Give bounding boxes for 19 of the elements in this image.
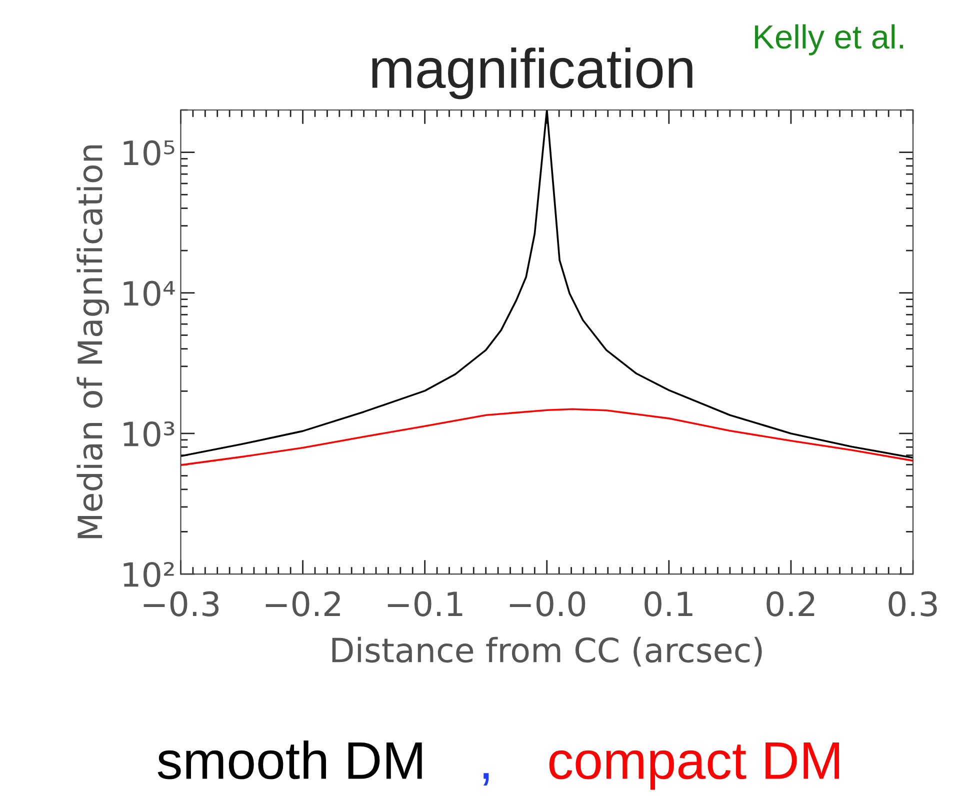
y-tick-label: 10² — [124, 562, 174, 588]
y-tick-label: 10⁴ — [124, 280, 175, 306]
x-tick-label: 0.3 — [888, 591, 937, 616]
x-tick-label: −0.2 — [266, 591, 340, 616]
x-tick-label: 0.1 — [644, 591, 692, 616]
x-tick-label: −0.3 — [144, 591, 219, 616]
chart-title: magnification — [372, 48, 692, 100]
text: compact DM — [549, 742, 839, 790]
y-tick-label: 10³ — [124, 421, 174, 447]
y-tick-label: 10⁵ — [124, 140, 174, 166]
text: , — [483, 773, 489, 786]
text: smooth DM — [158, 740, 422, 780]
y-axis-title: Median of Magnification — [76, 145, 109, 538]
text: Kelly et al. — [755, 24, 904, 56]
x-axis-title: Distance from CC (arcsec) — [332, 636, 762, 667]
x-tick-label: −0.1 — [388, 591, 462, 616]
x-tick-label: 0.2 — [766, 591, 814, 616]
line-series — [180, 408, 914, 466]
x-tick-label: −0.0 — [510, 591, 586, 616]
